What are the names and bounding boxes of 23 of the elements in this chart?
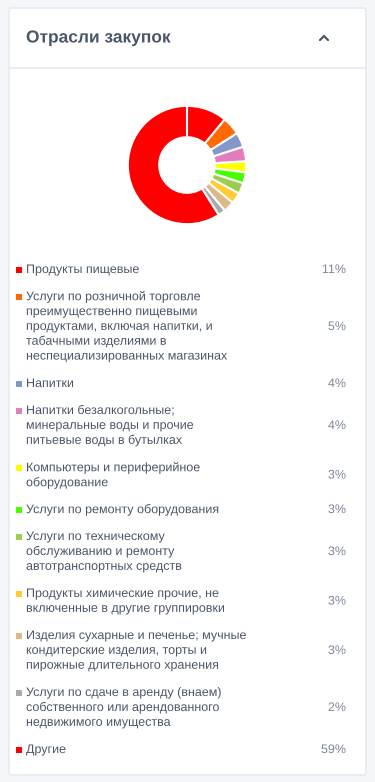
legend-label: Услуги по ремонту оборудования bbox=[26, 504, 218, 516]
legend-label: Услуги по розничной торговле преимущественно пищевыми продуктами, включая напитки, и табачными изделиями в неспециализированных магазинах bbox=[26, 291, 228, 362]
chart-title: Отрасли закупок bbox=[26, 30, 171, 46]
data-label: 3% bbox=[328, 546, 346, 556]
data-label: 11% bbox=[322, 264, 346, 274]
legend-label: Изделия сухарные и печенье; мучные кондитерские изделия, торты и пирожные длительного хранения bbox=[26, 630, 246, 672]
legend-label: Услуги по техническому обслуживанию и ремонту автотранспортных средств bbox=[26, 531, 182, 572]
data-label: 5% bbox=[328, 321, 346, 330]
data-label: 3% bbox=[328, 470, 346, 479]
legend-label: Напитки bbox=[27, 378, 74, 388]
legend-label: Продукты пищевые bbox=[27, 264, 139, 276]
legend-label: Продукты химические прочие, не включенные в другие группировки bbox=[26, 588, 224, 614]
data-label: 59% bbox=[321, 744, 346, 754]
data-label: 3% bbox=[328, 596, 346, 605]
legend-label: Услуги по сдаче в аренду (внаем) собственного или арендованного недвижимого имущества bbox=[26, 687, 221, 728]
legend-label: Другие bbox=[26, 744, 66, 756]
data-label: 3% bbox=[328, 504, 346, 514]
data-label: 4% bbox=[328, 420, 346, 430]
data-label: 3% bbox=[328, 645, 346, 654]
data-label: 2% bbox=[328, 702, 346, 712]
legend-label: Напитки безалкогольные; минеральные воды и прочие питьевые воды в бутылках bbox=[26, 404, 194, 446]
data-label: 4% bbox=[328, 378, 346, 388]
legend-label: Компьютеры и периферийное оборудование bbox=[26, 462, 200, 489]
